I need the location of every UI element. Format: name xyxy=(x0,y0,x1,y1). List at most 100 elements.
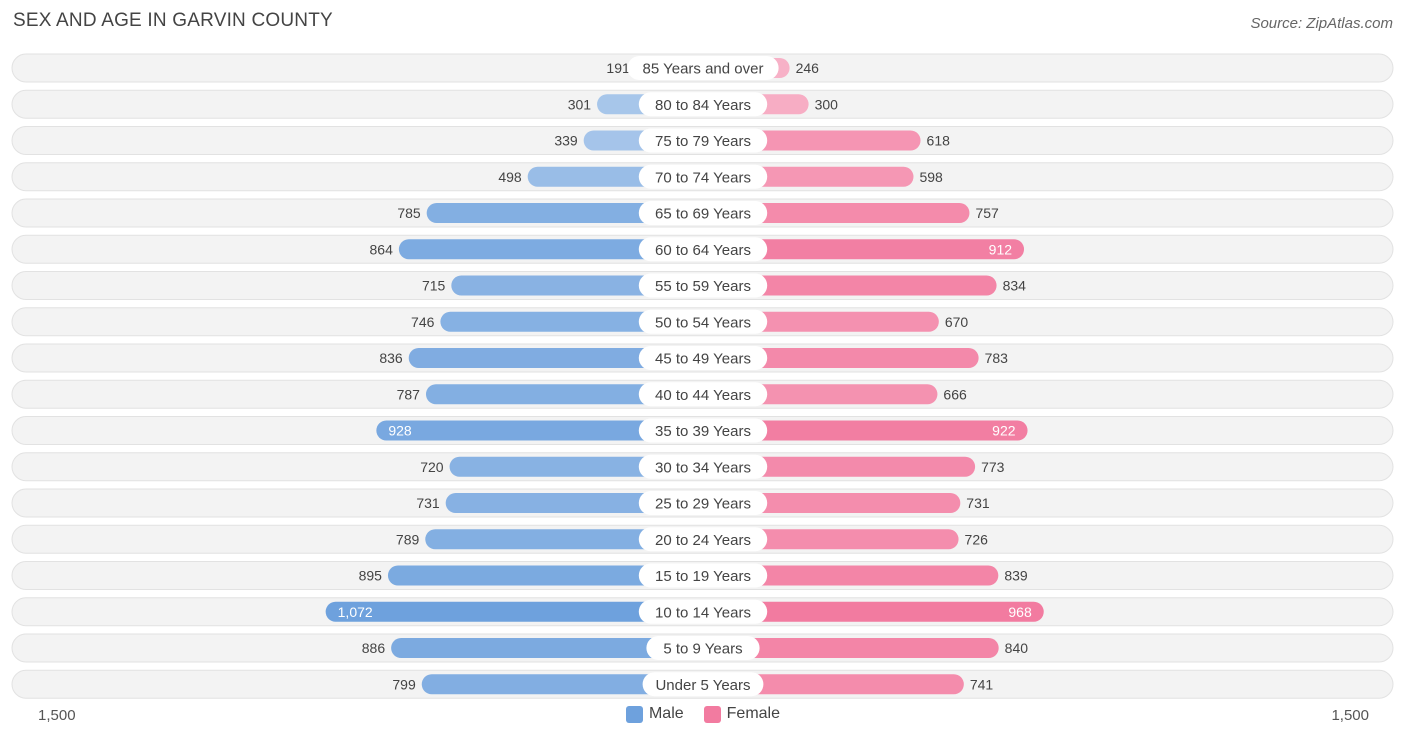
category-label: 45 to 49 Years xyxy=(655,351,751,368)
category-label-bg xyxy=(638,563,768,588)
category-label: 35 to 39 Years xyxy=(655,423,751,440)
bar-female xyxy=(703,493,961,513)
value-label-male: 785 xyxy=(397,205,421,221)
value-label-female: 912 xyxy=(989,241,1013,257)
value-label-female: 840 xyxy=(1005,640,1029,656)
value-label-male: 301 xyxy=(568,96,592,112)
value-label-male: 886 xyxy=(362,640,386,656)
value-label-male: 715 xyxy=(422,278,446,294)
category-label-bg xyxy=(638,164,768,189)
category-label-bg xyxy=(638,454,768,479)
value-label-male: 339 xyxy=(554,133,578,149)
category-label: 5 to 9 Years xyxy=(663,641,742,658)
bar-female xyxy=(703,239,1025,260)
value-label-male: 928 xyxy=(388,423,412,439)
value-label-male: 836 xyxy=(379,350,403,366)
value-label-female: 834 xyxy=(1003,278,1027,294)
value-label-female: 666 xyxy=(943,386,967,402)
bar-female xyxy=(703,420,1028,441)
chart-title: SEX AND AGE IN GARVIN COUNTY xyxy=(13,10,333,31)
category-label-bg xyxy=(638,599,768,624)
bar-male xyxy=(421,674,703,695)
category-label: 40 to 44 Years xyxy=(655,387,751,404)
legend-swatch-female xyxy=(703,705,721,723)
category-label: 20 to 24 Years xyxy=(655,532,751,549)
bar-male xyxy=(391,638,703,658)
bar-female xyxy=(703,601,1044,622)
category-label-bg xyxy=(646,636,760,660)
category-label: 75 to 79 Years xyxy=(655,133,751,150)
category-label: 30 to 34 Years xyxy=(655,459,751,476)
value-label-female: 670 xyxy=(945,314,969,330)
value-label-female: 968 xyxy=(1008,604,1032,620)
bar-male xyxy=(440,311,703,332)
category-label-bg xyxy=(638,418,768,443)
bar-female xyxy=(703,529,959,550)
bar-female xyxy=(703,203,970,223)
category-label-bg xyxy=(638,527,768,552)
category-label: 15 to 19 Years xyxy=(655,568,751,585)
value-label-male: 191 xyxy=(606,60,630,76)
value-label-female: 922 xyxy=(992,423,1016,439)
category-label-bg xyxy=(638,128,768,153)
category-label-bg xyxy=(638,92,768,117)
category-label: 10 to 14 Years xyxy=(655,604,751,621)
legend-item-male[interactable]: Male xyxy=(625,705,684,723)
bar-male xyxy=(398,239,703,260)
category-label: 60 to 64 Years xyxy=(655,242,751,259)
source-credit: Source: ZipAtlas.com xyxy=(1250,15,1393,32)
bar-male xyxy=(445,493,703,513)
value-label-female: 741 xyxy=(970,676,994,692)
value-label-female: 773 xyxy=(981,459,1005,475)
axis-tick-left: 1,500 xyxy=(38,707,76,724)
bar-male xyxy=(425,529,703,550)
category-label: 50 to 54 Years xyxy=(655,314,751,331)
category-label: 85 Years and over xyxy=(643,61,764,78)
bar-male xyxy=(426,203,703,223)
category-label-bg xyxy=(638,491,768,515)
category-label-bg xyxy=(638,201,768,225)
bar-male xyxy=(425,384,703,405)
axis-tick-right: 1,500 xyxy=(1331,707,1369,724)
legend: Male Female xyxy=(0,705,1406,723)
bar-male xyxy=(408,348,703,368)
value-label-female: 783 xyxy=(985,350,1009,366)
value-label-male: 789 xyxy=(396,531,420,547)
category-label-bg xyxy=(642,672,764,697)
value-label-male: 720 xyxy=(420,459,444,475)
value-label-male: 895 xyxy=(359,568,383,584)
category-label: Under 5 Years xyxy=(655,677,750,694)
value-label-male: 864 xyxy=(370,241,394,257)
legend-swatch-male xyxy=(625,705,643,723)
category-label-bg xyxy=(638,309,768,334)
legend-item-female[interactable]: Female xyxy=(703,705,781,723)
value-label-female: 618 xyxy=(927,133,951,149)
legend-label-male: Male xyxy=(648,705,684,722)
value-label-female: 839 xyxy=(1004,568,1028,584)
bar-male xyxy=(376,420,703,441)
category-label: 55 to 59 Years xyxy=(655,278,751,295)
value-label-male: 731 xyxy=(416,495,440,511)
category-label-bg xyxy=(638,273,768,298)
value-label-female: 757 xyxy=(975,205,999,221)
value-label-male: 1,072 xyxy=(338,604,373,620)
category-label: 65 to 69 Years xyxy=(655,206,751,223)
category-label-bg xyxy=(627,56,779,80)
category-label-bg xyxy=(638,346,768,370)
legend-label-female: Female xyxy=(726,705,781,722)
bar-male xyxy=(325,601,703,622)
category-label: 25 to 29 Years xyxy=(655,496,751,513)
bar-female xyxy=(703,348,979,368)
bar-female xyxy=(703,456,976,477)
bar-female xyxy=(703,275,997,296)
bar-male xyxy=(449,456,703,477)
category-label: 70 to 74 Years xyxy=(655,169,751,186)
bar-male xyxy=(387,565,703,586)
value-label-female: 246 xyxy=(796,60,820,76)
category-label-bg xyxy=(638,382,768,407)
value-label-male: 498 xyxy=(498,169,522,185)
bar-female xyxy=(703,565,999,586)
value-label-male: 746 xyxy=(411,314,435,330)
category-label-bg xyxy=(638,237,768,262)
